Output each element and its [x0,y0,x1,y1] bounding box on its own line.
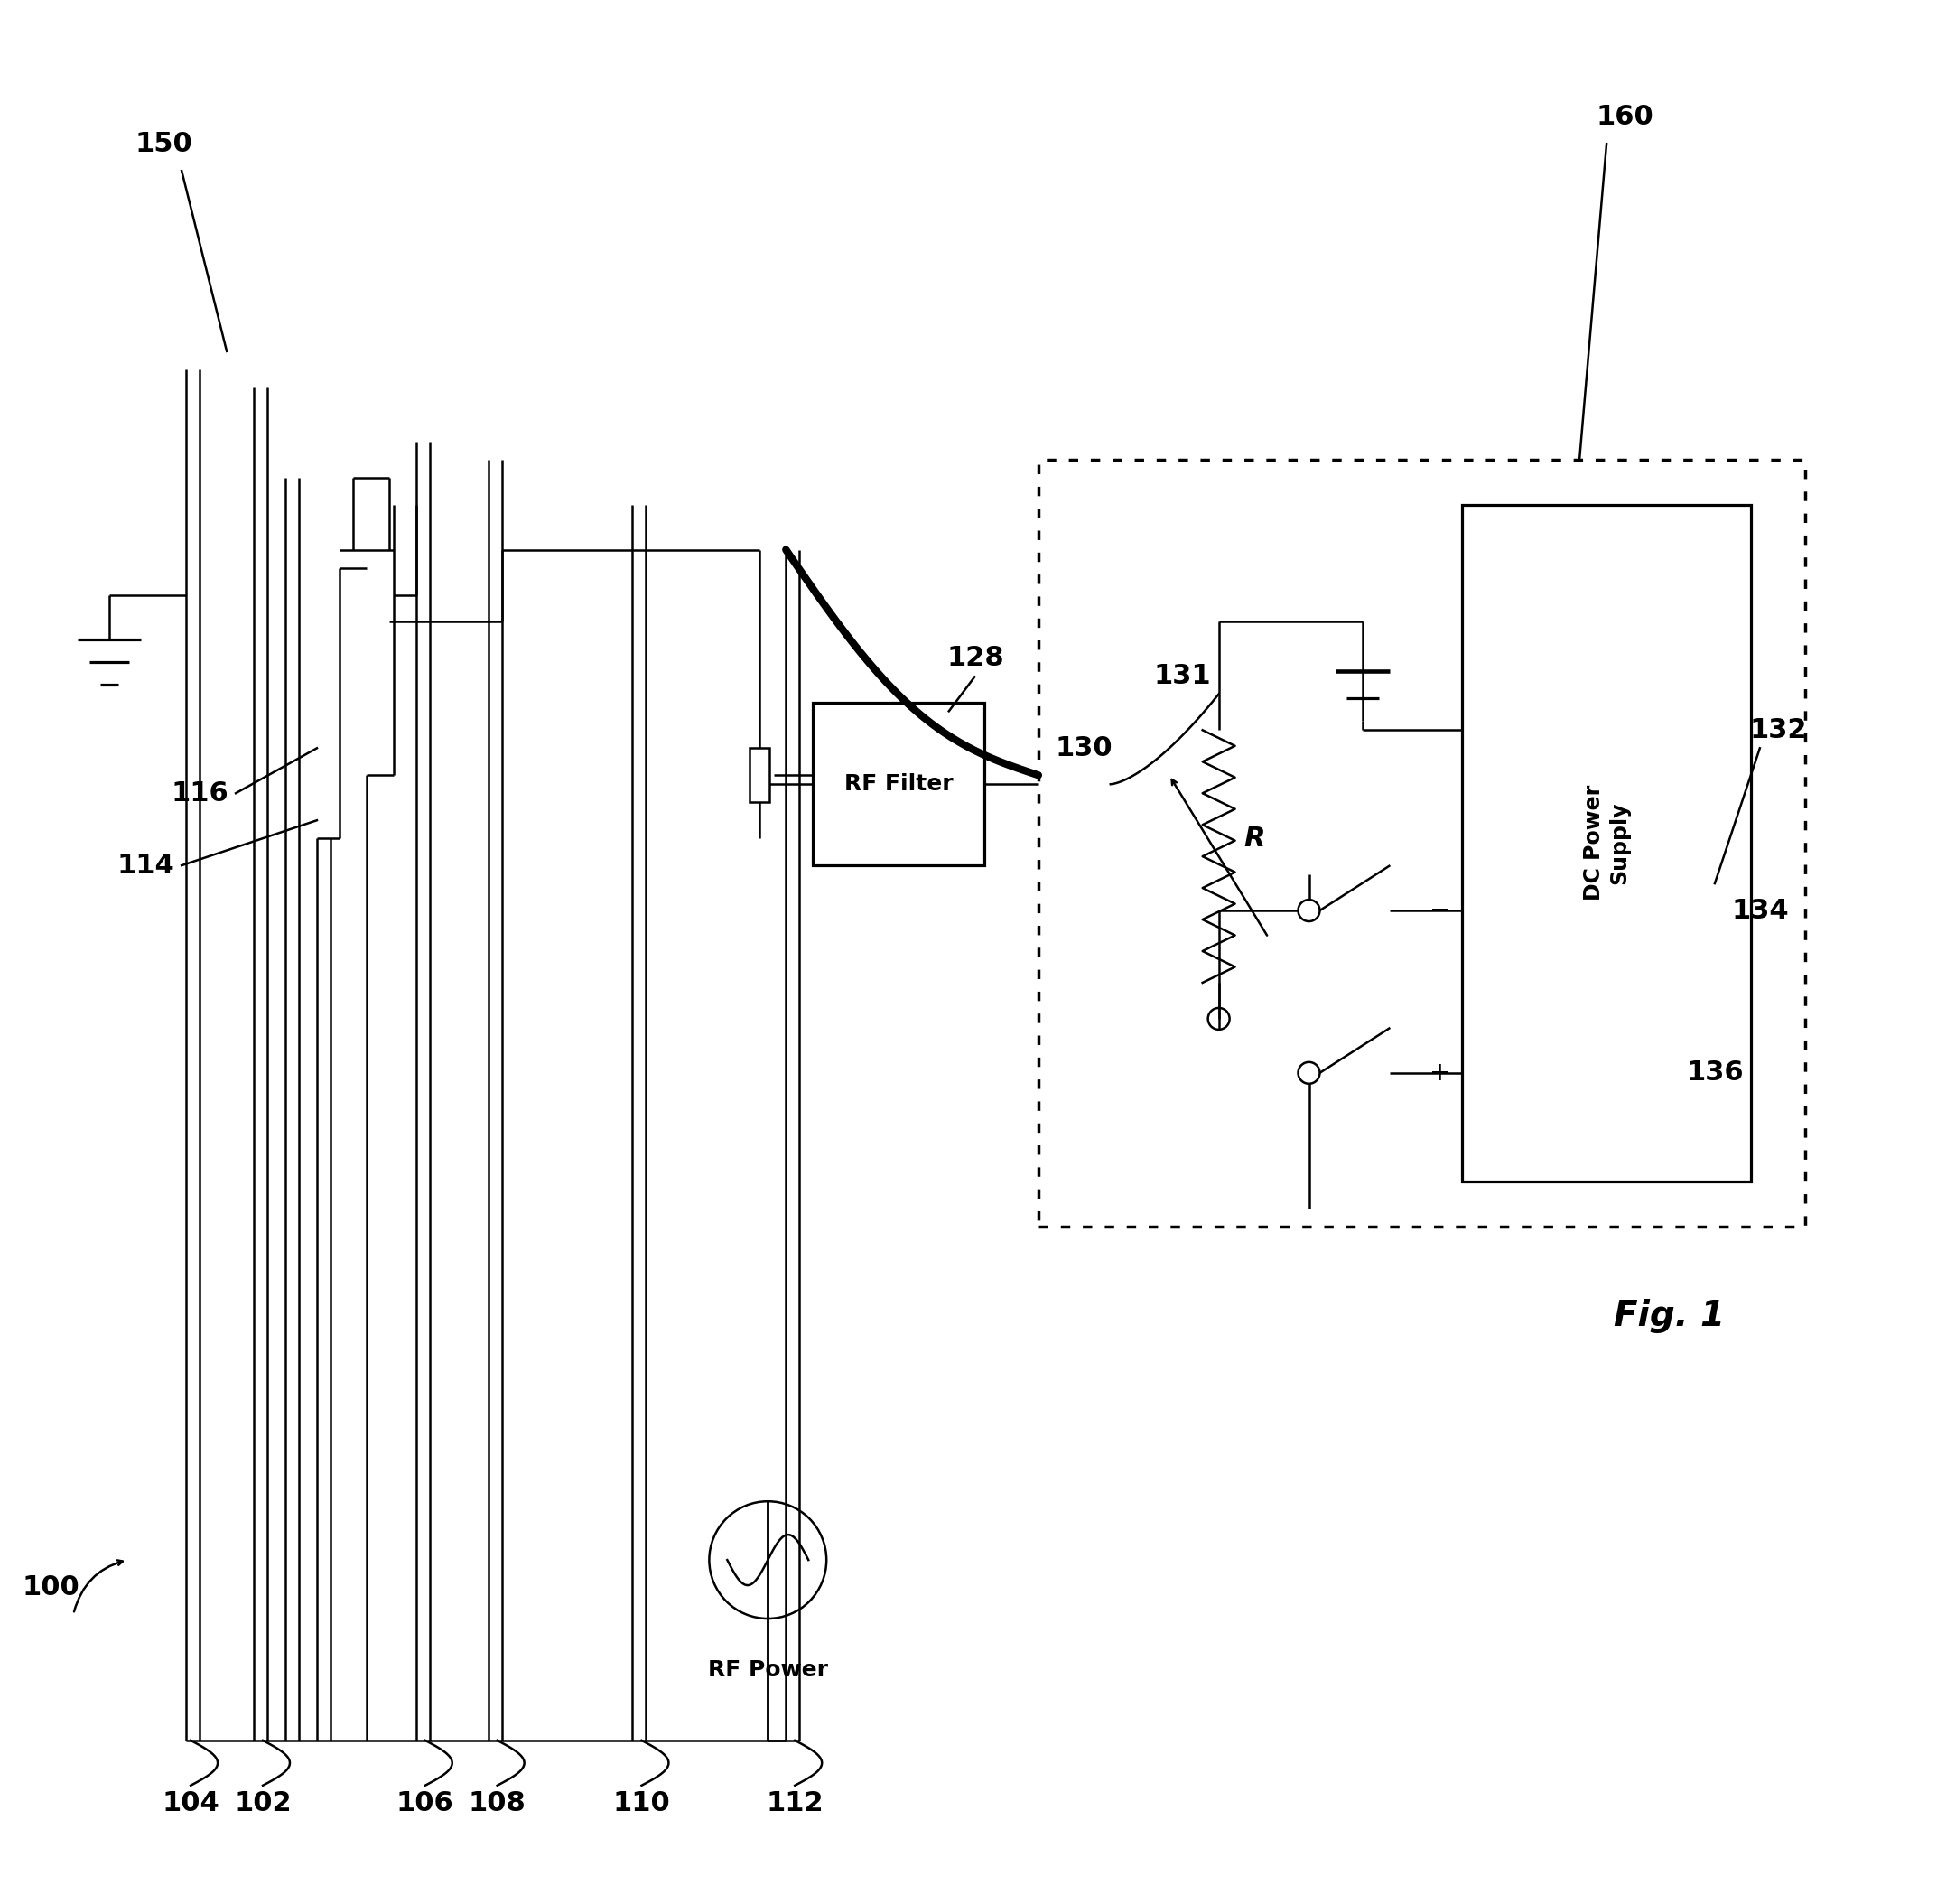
Text: DC Power
Supply: DC Power Supply [1583,784,1629,901]
Text: 150: 150 [136,131,192,156]
Text: 108: 108 [469,1790,527,1816]
Text: Fig. 1: Fig. 1 [1614,1299,1726,1333]
Text: 102: 102 [234,1790,292,1816]
Text: 130: 130 [1056,735,1112,762]
Text: 134: 134 [1732,897,1788,923]
Text: −: − [1430,899,1451,923]
Text: RF Filter: RF Filter [845,773,953,796]
Text: 128: 128 [947,645,1003,670]
Text: +: + [1430,1061,1451,1085]
Bar [1038,459,1805,1226]
Text: 106: 106 [397,1790,453,1816]
Text: 104: 104 [163,1790,219,1816]
Bar [750,748,769,802]
Text: 132: 132 [1749,718,1807,743]
Text: 136: 136 [1685,1061,1743,1085]
Text: R: R [1244,824,1265,851]
Text: 110: 110 [612,1790,670,1816]
Text: 131: 131 [1154,663,1211,689]
Text: 116: 116 [170,781,229,805]
Text: 114: 114 [116,853,174,878]
Bar [814,703,984,866]
Text: 112: 112 [767,1790,823,1816]
Text: 100: 100 [21,1575,79,1599]
Bar [1462,505,1751,1180]
Text: 160: 160 [1596,103,1654,129]
Text: RF Power: RF Power [707,1658,827,1681]
